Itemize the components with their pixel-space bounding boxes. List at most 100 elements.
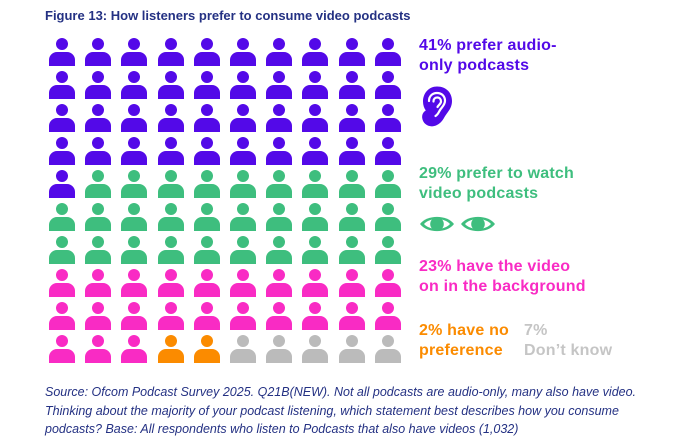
person-icon: [263, 69, 299, 102]
person-icon: [372, 69, 408, 102]
label-dontknow-line1: 7%: [524, 322, 548, 339]
person-icon: [263, 234, 299, 267]
label-bottom-row: 2% have no preference 7% Don’t know: [419, 321, 612, 361]
person-icon: [372, 102, 408, 135]
person-icon: [118, 135, 154, 168]
person-icon: [82, 69, 118, 102]
person-icon: [82, 102, 118, 135]
person-icon: [227, 333, 263, 366]
person-icon: [46, 102, 82, 135]
person-icon: [299, 102, 335, 135]
person-icon: [82, 168, 118, 201]
person-icon: [82, 333, 118, 366]
label-watch-line1: 29% prefer to watch: [419, 165, 574, 182]
label-watch-line2: video podcasts: [419, 185, 539, 202]
person-icon: [46, 69, 82, 102]
figure-title: Figure 13: How listeners prefer to consu…: [45, 8, 411, 23]
person-icon: [227, 69, 263, 102]
label-audio-line2: only podcasts: [419, 57, 530, 74]
person-icon: [46, 201, 82, 234]
person-icon: [299, 201, 335, 234]
person-icon: [191, 168, 227, 201]
person-icon: [82, 135, 118, 168]
person-icon: [372, 168, 408, 201]
person-icon: [118, 36, 154, 69]
label-nopref-line2: preference: [419, 342, 503, 359]
person-icon: [191, 234, 227, 267]
person-icon: [263, 168, 299, 201]
person-icon: [155, 267, 191, 300]
person-icon: [299, 333, 335, 366]
label-watch-video: 29% prefer to watch video podcasts: [419, 164, 574, 204]
person-icon: [336, 234, 372, 267]
person-icon: [263, 300, 299, 333]
person-icon: [372, 201, 408, 234]
person-icon: [336, 36, 372, 69]
person-icon: [227, 267, 263, 300]
person-icon: [299, 267, 335, 300]
person-icon: [299, 69, 335, 102]
label-audio-line1: 41% prefer audio-: [419, 37, 557, 54]
person-icon: [227, 300, 263, 333]
person-icon: [372, 300, 408, 333]
person-icon: [155, 201, 191, 234]
eye-icon: [461, 216, 495, 232]
person-icon: [372, 36, 408, 69]
person-icon: [227, 234, 263, 267]
person-icon: [191, 36, 227, 69]
person-icon: [372, 333, 408, 366]
person-icon: [191, 135, 227, 168]
person-icon: [336, 267, 372, 300]
person-icon: [46, 267, 82, 300]
person-icon: [299, 36, 335, 69]
person-icon: [191, 102, 227, 135]
label-audio-only: 41% prefer audio- only podcasts: [419, 36, 557, 76]
person-icon: [299, 234, 335, 267]
person-icon: [336, 300, 372, 333]
label-nopref-line1: 2% have no: [419, 322, 510, 339]
person-icon: [46, 333, 82, 366]
source-line2: Thinking about the majority of your podc…: [45, 403, 619, 418]
person-icon: [118, 300, 154, 333]
label-bg-line2: on in the background: [419, 278, 586, 295]
label-dont-know: 7% Don’t know: [524, 321, 612, 361]
label-no-preference: 2% have no preference: [419, 321, 509, 361]
person-icon: [227, 102, 263, 135]
eye-icon: [420, 216, 454, 232]
person-icon: [191, 267, 227, 300]
person-icon: [82, 234, 118, 267]
person-icon: [46, 300, 82, 333]
person-icon: [263, 201, 299, 234]
person-icon: [191, 201, 227, 234]
person-icon: [336, 102, 372, 135]
person-icon: [155, 135, 191, 168]
person-icon: [336, 69, 372, 102]
person-icon: [336, 201, 372, 234]
person-icon: [82, 201, 118, 234]
person-icon: [118, 102, 154, 135]
person-icon: [118, 234, 154, 267]
person-icon: [82, 300, 118, 333]
person-icon: [299, 300, 335, 333]
source-line3: podcasts? Base: All respondents who list…: [45, 422, 519, 436]
person-icon: [227, 168, 263, 201]
source-note: Source: Ofcom Podcast Survey 2025. Q21B(…: [45, 383, 636, 439]
pictogram-grid: [46, 36, 408, 366]
person-icon: [118, 168, 154, 201]
person-icon: [155, 234, 191, 267]
person-icon: [227, 135, 263, 168]
person-icon: [227, 201, 263, 234]
person-icon: [372, 267, 408, 300]
person-icon: [155, 333, 191, 366]
person-icon: [82, 267, 118, 300]
person-icon: [46, 135, 82, 168]
person-icon: [118, 333, 154, 366]
person-icon: [227, 36, 263, 69]
person-icon: [82, 36, 118, 69]
label-bg-line1: 23% have the video: [419, 258, 571, 275]
person-icon: [299, 168, 335, 201]
person-icon: [46, 36, 82, 69]
person-icon: [299, 135, 335, 168]
person-icon: [155, 300, 191, 333]
